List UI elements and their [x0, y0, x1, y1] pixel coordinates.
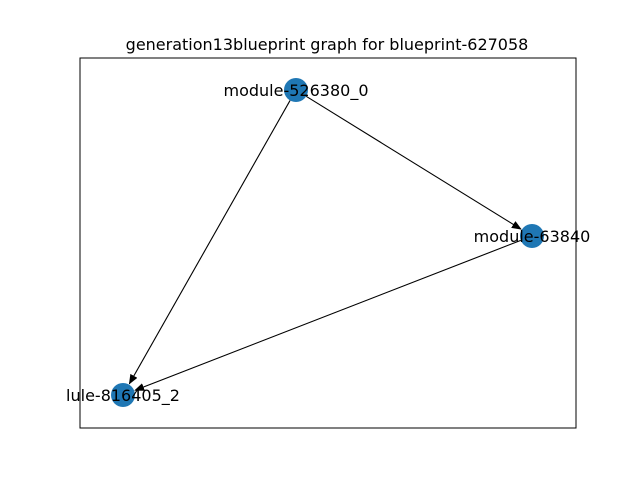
labels-layer: module-526380_0 module-63840 lule-816405_2	[66, 81, 590, 406]
graph-node-n0	[284, 78, 308, 102]
edge-n0-n2	[128, 100, 291, 385]
nodes-layer	[111, 78, 544, 407]
edge-n0-n1	[305, 95, 522, 230]
node-label-n1: module-63840	[474, 227, 591, 246]
edges-layer	[128, 95, 522, 391]
edge-n1-n2	[134, 239, 522, 391]
plot-frame	[79, 57, 577, 429]
plot-title: generation13blueprint graph for blueprin…	[126, 35, 529, 54]
node-label-n2: lule-816405_2	[66, 386, 180, 406]
graph-node-n2	[111, 383, 135, 407]
graph-node-n1	[520, 224, 544, 248]
node-label-n0: module-526380_0	[224, 81, 369, 101]
